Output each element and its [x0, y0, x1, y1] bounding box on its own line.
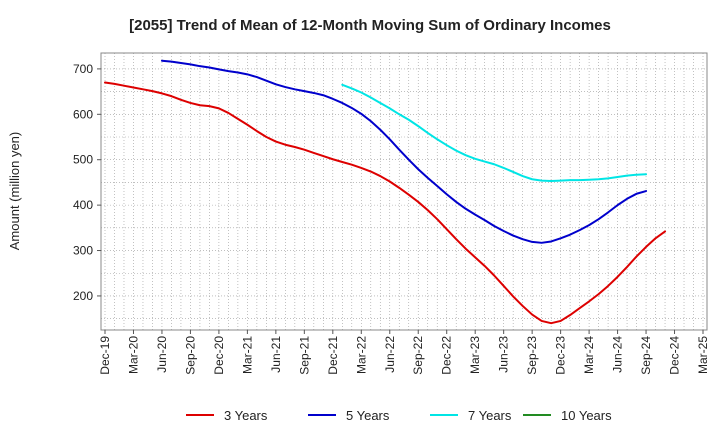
x-tick-label: Mar-21	[240, 336, 254, 374]
x-axis-ticks: Dec-19 Mar-20 Jun-20 Sep-20 Dec-20 Mar-21 Jun-…	[98, 330, 710, 375]
grid-lines	[101, 53, 707, 330]
series-line-5-years	[160, 59, 648, 244]
y-tick-label: 300	[73, 244, 93, 258]
x-tick-label: Dec-19	[98, 336, 112, 375]
x-tick-label: Sep-24	[639, 336, 653, 375]
legend-label-7-years: 7 Years	[468, 408, 512, 423]
x-tick-label: Sep-22	[411, 336, 425, 375]
legend-label-3-years: 3 Years	[224, 408, 268, 423]
x-tick-label: Mar-23	[468, 336, 482, 374]
x-tick-label: Mar-22	[354, 336, 368, 374]
x-tick-label: Sep-21	[297, 336, 311, 375]
x-tick-label: Jun-20	[155, 336, 169, 373]
x-tick-label: Jun-22	[383, 336, 397, 373]
x-tick-label: Dec-23	[554, 336, 568, 375]
x-tick-label: Mar-24	[582, 336, 596, 374]
x-tick-label: Dec-22	[440, 336, 454, 375]
x-tick-label: Dec-20	[212, 336, 226, 375]
y-axis-label: Amount (million yen)	[7, 132, 22, 251]
y-axis-ticks: 200 300 400 500 600 700	[73, 62, 101, 303]
legend: 3 Years 5 Years 7 Years 10 Years	[186, 408, 612, 423]
plot-area	[100, 52, 708, 331]
chart-title: [2055] Trend of Mean of 12-Month Moving …	[129, 17, 611, 34]
y-tick-label: 400	[73, 198, 93, 212]
series-line-7-years	[341, 83, 648, 183]
x-tick-label: Dec-21	[326, 336, 340, 375]
legend-label-5-years: 5 Years	[346, 408, 390, 423]
x-tick-label: Dec-24	[668, 336, 682, 375]
x-tick-label: Jun-24	[611, 336, 625, 373]
x-tick-label: Sep-23	[525, 336, 539, 375]
series-lines	[104, 59, 667, 325]
x-tick-label: Mar-25	[696, 336, 710, 374]
y-tick-label: 700	[73, 62, 93, 76]
y-tick-label: 200	[73, 289, 93, 303]
y-tick-label: 500	[73, 153, 93, 167]
legend-label-10-years: 10 Years	[561, 408, 612, 423]
x-tick-label: Mar-20	[126, 336, 140, 374]
y-tick-label: 600	[73, 107, 93, 121]
x-tick-label: Sep-20	[183, 336, 197, 375]
x-tick-label: Jun-23	[497, 336, 511, 373]
series-line-3-years	[104, 81, 667, 325]
x-tick-label: Jun-21	[269, 336, 283, 373]
